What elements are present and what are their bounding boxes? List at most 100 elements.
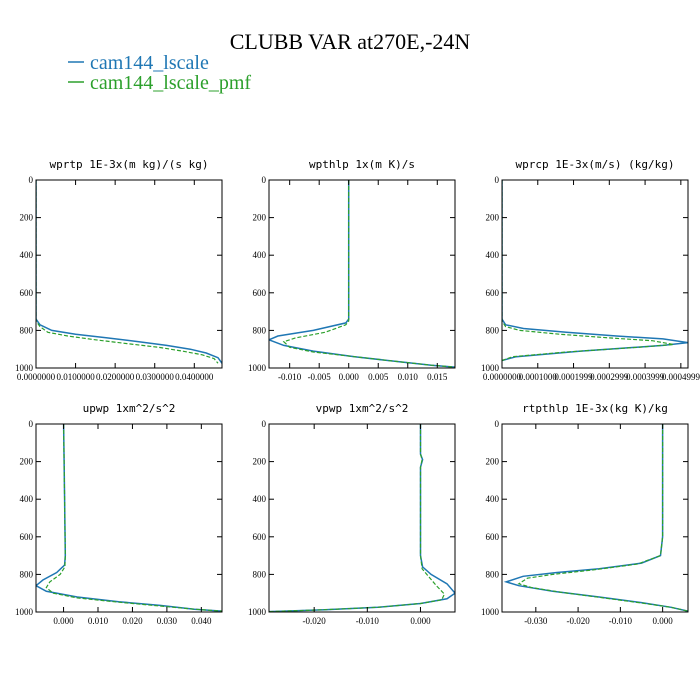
y-tick-label: 600 [486, 288, 500, 298]
y-tick-label: 1000 [248, 363, 267, 373]
panel-title: vpwp 1xm^2/s^2 [316, 402, 409, 415]
plot-frame [35, 423, 223, 613]
x-tick-label: 0.0003999 [626, 372, 665, 382]
x-tick-label: 0.000 [653, 616, 674, 626]
x-tick-label: -0.010 [356, 616, 380, 626]
y-tick-label: 600 [253, 288, 267, 298]
series-line-pmf [36, 180, 219, 364]
legend-label-lscale: cam144_lscale [90, 52, 209, 74]
x-tick-label: -0.030 [524, 616, 548, 626]
x-tick-label: 0.005 [368, 372, 389, 382]
y-tick-label: 200 [20, 457, 34, 467]
y-tick-label: 800 [20, 569, 34, 579]
x-tick-label: 0.0300000 [136, 372, 175, 382]
y-tick-label: 1000 [481, 607, 500, 617]
x-tick-label: 0.030 [157, 616, 178, 626]
y-tick-label: 600 [253, 532, 267, 542]
panel-title: wpthlp 1x(m K)/s [309, 158, 415, 171]
x-tick-label: 0.010 [88, 616, 109, 626]
y-tick-label: 1000 [15, 363, 34, 373]
x-tick-label: 0.0200000 [96, 372, 135, 382]
y-tick-label: 400 [253, 494, 267, 504]
plot-frame [268, 423, 456, 613]
x-tick-label: 0.015 [427, 372, 448, 382]
y-tick-label: 600 [20, 532, 34, 542]
x-tick-label: 0.000 [339, 372, 360, 382]
x-tick-label: 0.0001999 [554, 372, 593, 382]
panel-title: upwp 1xm^2/s^2 [83, 402, 176, 415]
y-tick-label: 400 [20, 494, 34, 504]
y-tick-label: 600 [486, 532, 500, 542]
y-tick-label: 200 [253, 457, 267, 467]
y-tick-label: 400 [486, 250, 500, 260]
y-tick-label: 200 [253, 213, 267, 223]
x-tick-label: -0.020 [566, 616, 590, 626]
x-tick-label: 0.000 [410, 616, 431, 626]
y-tick-label: 800 [486, 325, 500, 335]
panel-3: wprcp 1E-3x(m/s) (kg/kg) 0 200 400 600 800 100… [481, 158, 700, 382]
panel-5: vpwp 1xm^2/s^2 0 200 400 600 800 1000 -0.020 -0.… [248, 402, 456, 626]
x-tick-label: 0.0001000 [519, 372, 558, 382]
y-tick-label: 200 [486, 213, 500, 223]
y-tick-label: 1000 [248, 607, 267, 617]
x-tick-label: 0.020 [122, 616, 143, 626]
y-tick-label: 0 [262, 419, 267, 429]
x-tick-label: -0.010 [278, 372, 302, 382]
plot-frame [501, 179, 689, 369]
y-tick-label: 800 [486, 569, 500, 579]
panel-2: wpthlp 1x(m K)/s 0 200 400 600 800 1000 -0.010-… [248, 158, 456, 382]
x-tick-label: 0.0000000 [17, 372, 56, 382]
x-tick-label: 0.010 [398, 372, 419, 382]
plot-frame [501, 423, 689, 613]
series-line-pmf [517, 424, 688, 612]
series-line-pmf [502, 180, 674, 362]
y-tick-label: 200 [486, 457, 500, 467]
panel-6: rtpthlp 1E-3x(kg K)/kg 0 200 400 600 800 1000 -… [481, 402, 689, 626]
series-line-lscale [36, 180, 222, 364]
legend-label-pmf: cam144_lscale_pmf [90, 72, 251, 94]
series-line-lscale [269, 424, 455, 612]
panel-title: wprtp 1E-3x(m kg)/(s kg) [50, 158, 209, 171]
y-tick-label: 800 [20, 325, 34, 335]
y-tick-label: 1000 [481, 363, 500, 373]
series-line-lscale [269, 180, 455, 368]
x-tick-label: 0.0000000 [483, 372, 522, 382]
y-tick-label: 800 [253, 569, 267, 579]
y-tick-label: 0 [495, 419, 500, 429]
x-tick-label: 0.040 [191, 616, 212, 626]
series-line-lscale [503, 424, 688, 612]
panel-title: wprcp 1E-3x(m/s) (kg/kg) [516, 158, 675, 171]
series-line-pmf [45, 424, 222, 612]
plot-frame [268, 179, 456, 369]
panel-title: rtpthlp 1E-3x(kg K)/kg [522, 402, 668, 415]
x-tick-label: -0.005 [308, 372, 332, 382]
y-tick-label: 0 [495, 175, 500, 185]
panel-4: upwp 1xm^2/s^2 0 200 400 600 800 1000 0.000 0.01… [15, 402, 223, 626]
y-tick-label: 0 [262, 175, 267, 185]
panels: wprtp 1E-3x(m kg)/(s kg) 0 200 400 600 800 100… [15, 158, 700, 626]
legend: cam144_lscale cam144_lscale_pmf [68, 52, 251, 94]
y-tick-label: 200 [20, 213, 34, 223]
y-tick-label: 400 [486, 494, 500, 504]
x-tick-label: 0.0004999 [662, 372, 700, 382]
y-tick-label: 400 [20, 250, 34, 260]
series-line-pmf [269, 424, 446, 612]
y-tick-label: 0 [29, 419, 34, 429]
y-tick-label: 0 [29, 175, 34, 185]
y-tick-label: 400 [253, 250, 267, 260]
y-tick-label: 800 [253, 325, 267, 335]
series-line-pmf [282, 180, 455, 368]
y-tick-label: 1000 [15, 607, 34, 617]
x-tick-label: -0.010 [609, 616, 633, 626]
x-tick-label: 0.0002999 [590, 372, 629, 382]
series-line-lscale [502, 180, 688, 362]
x-tick-label: 0.0400000 [175, 372, 214, 382]
y-tick-label: 600 [20, 288, 34, 298]
figure-title: CLUBB VAR at270E,-24N [230, 29, 471, 54]
plot-frame [35, 179, 223, 369]
series-line-lscale [36, 424, 222, 612]
x-tick-label: 0.0100000 [56, 372, 95, 382]
x-tick-label: 0.000 [53, 616, 74, 626]
panel-1: wprtp 1E-3x(m kg)/(s kg) 0 200 400 600 800 100… [15, 158, 223, 382]
